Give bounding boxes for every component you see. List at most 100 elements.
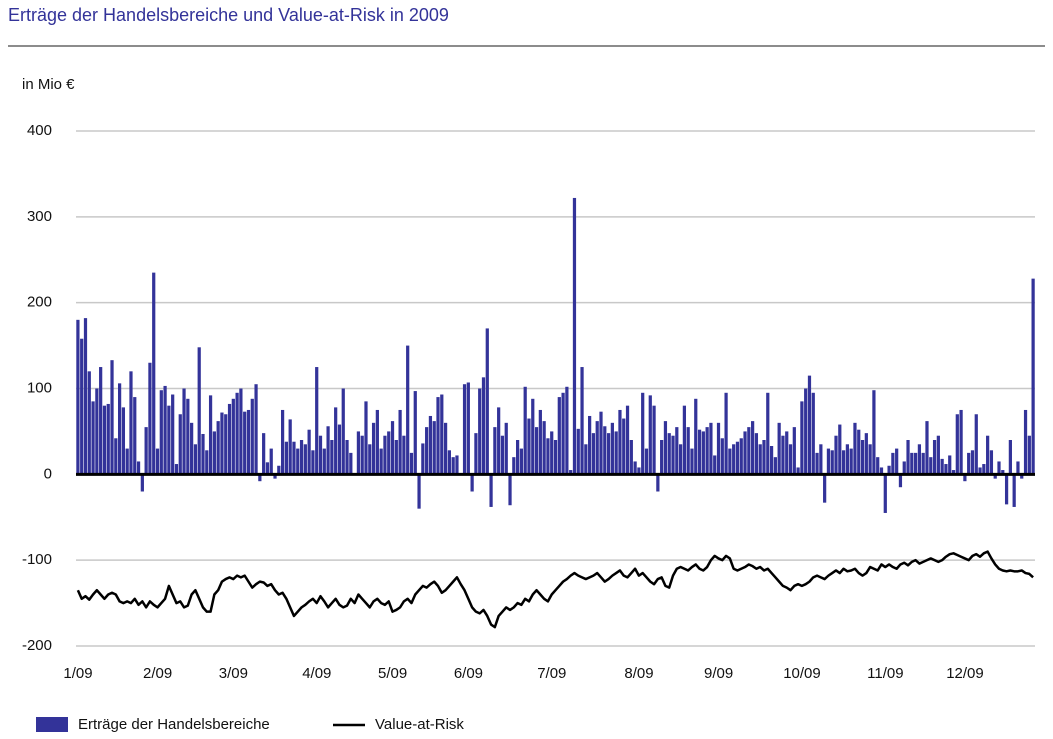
bar: [929, 457, 933, 475]
bar: [205, 450, 209, 475]
bar: [898, 474, 903, 488]
bar: [296, 448, 300, 475]
bar: [239, 388, 243, 475]
bar: [838, 424, 842, 475]
bar: [811, 392, 815, 475]
bar: [1023, 409, 1028, 475]
bar: [534, 427, 539, 475]
y-tick-label: 400: [27, 122, 52, 139]
bar: [841, 450, 846, 475]
bar: [785, 431, 789, 475]
bar: [584, 444, 588, 475]
bar: [284, 441, 289, 475]
bar: [565, 386, 569, 475]
bar: [944, 464, 948, 475]
legend-label: Erträge der Handelsbereiche: [78, 716, 270, 733]
bar: [375, 409, 379, 475]
bar: [1031, 278, 1035, 475]
bar: [967, 452, 971, 475]
bar: [299, 440, 304, 475]
bar: [724, 392, 728, 475]
bar: [959, 409, 963, 475]
bar: [292, 441, 296, 475]
bar: [193, 444, 198, 475]
bar: [280, 409, 285, 475]
bar: [914, 452, 918, 475]
bar: [360, 435, 364, 475]
bar: [273, 474, 277, 479]
bar: [91, 401, 95, 475]
bar: [660, 440, 664, 475]
bar: [224, 414, 228, 475]
x-tick-label: 1/09: [63, 665, 92, 682]
y-tick-label: 200: [27, 294, 52, 311]
bar: [656, 474, 660, 492]
bar: [235, 392, 239, 475]
bar: [125, 448, 129, 475]
bar: [421, 443, 425, 475]
bar: [258, 474, 262, 482]
bar: [489, 474, 493, 507]
bar: [614, 431, 618, 475]
bar: [633, 461, 637, 475]
bar: [569, 470, 573, 475]
bar: [622, 418, 626, 475]
bar: [819, 444, 823, 475]
bar: [891, 452, 895, 475]
bar: [356, 431, 361, 475]
bar: [208, 395, 213, 475]
bar: [686, 427, 690, 475]
bar: [368, 444, 372, 475]
bar: [383, 435, 387, 475]
bar: [167, 405, 171, 475]
bar: [159, 390, 163, 475]
bar: [906, 440, 910, 475]
bar: [864, 433, 868, 475]
bar: [553, 440, 558, 475]
bar: [986, 435, 990, 475]
bar: [853, 422, 857, 475]
bar: [519, 448, 524, 475]
bar: [402, 435, 406, 475]
x-tick-label: 9/09: [704, 665, 733, 682]
bar: [807, 375, 812, 475]
bar: [834, 435, 838, 475]
bar: [440, 394, 444, 475]
bar: [250, 398, 254, 475]
bar: [887, 465, 891, 475]
bar: [315, 367, 319, 475]
bar: [625, 405, 630, 475]
bar: [883, 474, 887, 513]
bar: [728, 448, 732, 475]
bar: [508, 474, 512, 506]
bar: [152, 272, 156, 475]
bar: [796, 467, 800, 475]
bar: [409, 452, 414, 475]
bar: [940, 458, 944, 475]
x-tick-label: 3/09: [219, 665, 248, 682]
bar: [114, 438, 118, 475]
bar: [341, 388, 345, 475]
bar: [546, 438, 550, 475]
bar: [387, 431, 391, 475]
bar: [663, 421, 668, 475]
bar: [371, 422, 376, 475]
bar: [531, 398, 535, 475]
bar: [186, 398, 190, 475]
bar: [190, 422, 194, 475]
bar: [1008, 440, 1012, 475]
legend-swatch: [36, 717, 68, 732]
bar: [466, 382, 470, 475]
bar: [231, 398, 235, 475]
bar: [826, 448, 831, 475]
y-tick-label: 100: [27, 379, 52, 396]
bar: [171, 394, 175, 475]
bar: [876, 457, 880, 475]
bar: [690, 448, 694, 475]
bar: [102, 405, 107, 475]
bar: [580, 367, 584, 475]
bar: [121, 407, 126, 475]
bar: [709, 422, 713, 475]
bar: [288, 419, 292, 475]
bar: [76, 319, 80, 475]
